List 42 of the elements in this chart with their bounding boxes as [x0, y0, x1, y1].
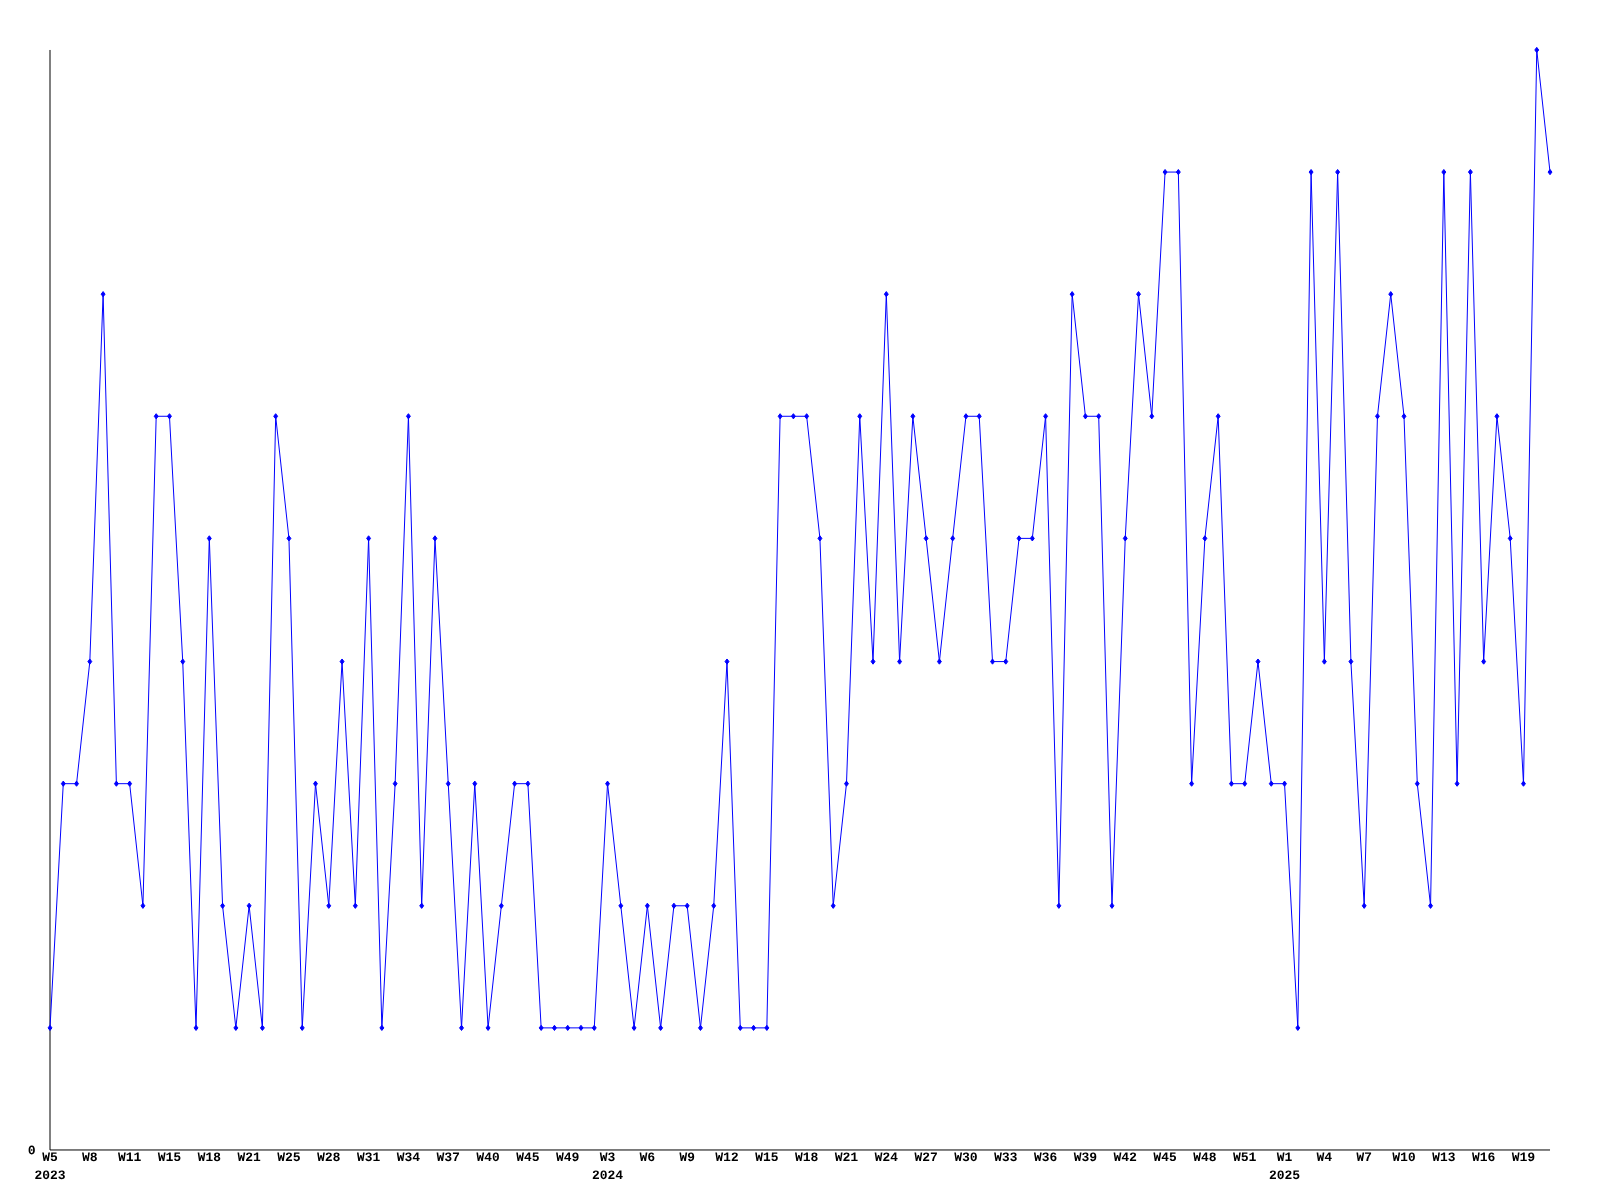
x-tick-label: W30	[954, 1152, 977, 1162]
x-tick-label: W7	[1356, 1152, 1372, 1161]
x-tick-label: W16	[1472, 1152, 1495, 1162]
x-tick-label: W48	[1193, 1152, 1216, 1162]
x-tick-label: W37	[436, 1152, 460, 1162]
x-tick-label: W28	[317, 1152, 340, 1162]
x-tick-label: W33	[994, 1152, 1017, 1162]
x-tick-label: W15	[755, 1152, 778, 1162]
x-tick-label: W27	[914, 1152, 937, 1162]
x-tick-label: W18	[795, 1152, 818, 1162]
x-tick-label: W39	[1073, 1152, 1097, 1162]
x-tick-label: W31	[356, 1152, 380, 1162]
x-tick-label: W8	[82, 1152, 97, 1162]
x-tick-label: W34	[396, 1152, 420, 1162]
x-tick-label: W51	[1233, 1152, 1256, 1162]
x-tick-label: W5	[42, 1152, 58, 1162]
x-tick-label: W40	[476, 1152, 499, 1162]
x-tick-label: W10	[1392, 1152, 1415, 1162]
x-tick-label: W45	[516, 1152, 539, 1162]
x-tick-label: W21	[834, 1152, 858, 1162]
x-tick-label: W25	[277, 1152, 300, 1162]
text: 2025	[1269, 1170, 1300, 1180]
x-tick-label: W21	[237, 1152, 261, 1162]
x-tick-label: W18	[197, 1152, 221, 1162]
x-tick-label: W49	[556, 1152, 579, 1162]
text: 0	[28, 1145, 35, 1155]
x-tick-label: W6	[639, 1152, 655, 1162]
x-tick-label: W36	[1033, 1152, 1057, 1162]
x-tick-label: W13	[1432, 1152, 1455, 1162]
x-tick-label: W24	[874, 1152, 898, 1162]
x-tick-label: W19	[1511, 1152, 1535, 1162]
text: 2023	[35, 1170, 65, 1180]
x-tick-label: W15	[157, 1152, 181, 1162]
x-tick-label: W9	[679, 1152, 695, 1162]
x-tick-label: W12	[715, 1152, 738, 1162]
x-tick-label: W3	[599, 1152, 615, 1162]
x-tick-label: W4	[1316, 1152, 1332, 1161]
x-tick-label: W1	[1276, 1152, 1292, 1161]
x-tick-label: W42	[1113, 1152, 1137, 1162]
text: 2024	[592, 1170, 623, 1180]
x-tick-label: W11	[118, 1152, 141, 1161]
x-tick-label: W45	[1153, 1152, 1177, 1162]
